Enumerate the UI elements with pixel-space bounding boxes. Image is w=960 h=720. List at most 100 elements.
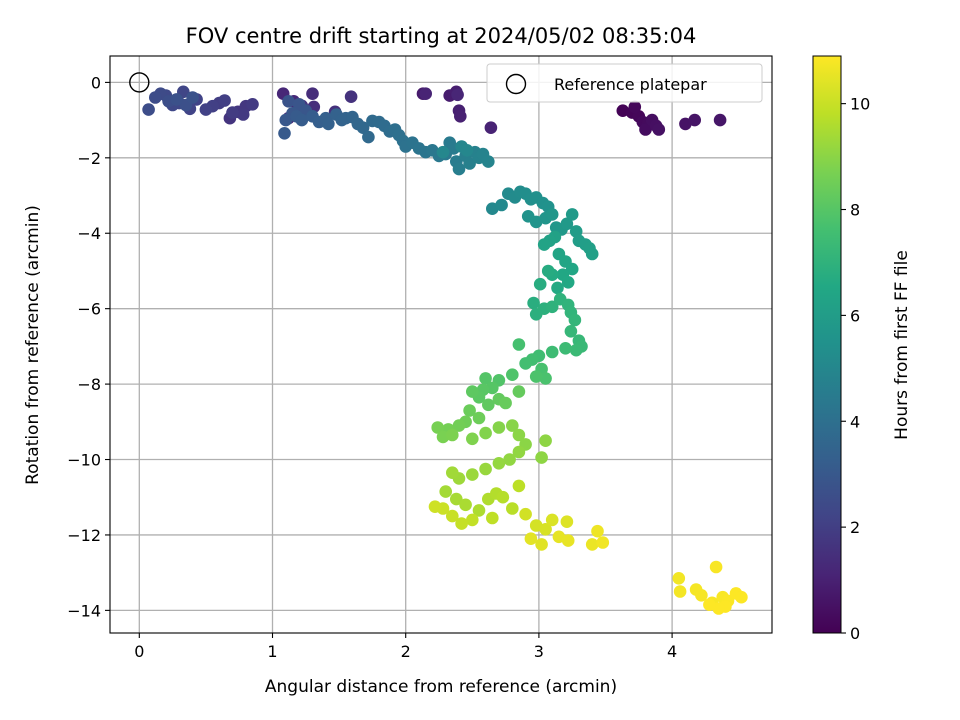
data-point	[322, 117, 335, 131]
data-point	[519, 357, 532, 370]
data-point	[482, 155, 495, 168]
y-tick-label: −4	[77, 224, 101, 243]
legend-reference-marker	[505, 73, 527, 95]
data-point	[585, 538, 599, 551]
data-point	[479, 426, 492, 440]
data-point	[545, 300, 559, 314]
plot-frame	[109, 55, 773, 634]
y-tick-label: 0	[91, 73, 101, 92]
y-tick-label: −2	[77, 149, 101, 168]
colorbar-label: Hours from first FF file	[892, 250, 912, 440]
y-tick-label: −10	[67, 451, 101, 470]
data-point	[463, 157, 476, 170]
colorbar-tick-label: 2	[850, 518, 860, 537]
data-point	[439, 485, 453, 498]
data-point	[436, 145, 450, 159]
data-point	[506, 419, 519, 432]
x-axis-label: Angular distance from reference (arcmin)	[265, 677, 617, 697]
colorbar-tick-label: 8	[850, 201, 860, 220]
data-point	[539, 372, 552, 385]
y-tick-label: −12	[67, 526, 101, 545]
data-point	[278, 127, 291, 140]
data-point	[428, 500, 442, 513]
data-point	[452, 419, 466, 432]
data-point	[455, 517, 468, 530]
data-point	[560, 515, 574, 528]
data-point	[568, 313, 582, 327]
data-point	[499, 396, 512, 410]
data-point	[672, 572, 686, 585]
data-point	[535, 538, 548, 551]
legend-label-reference: Reference platepar	[554, 75, 707, 94]
data-point	[565, 208, 579, 221]
data-point	[703, 598, 716, 611]
data-point	[569, 343, 583, 357]
data-point	[535, 451, 548, 464]
data-point	[459, 498, 472, 512]
reference-marker	[129, 72, 150, 93]
colorbar-tick-label: 4	[850, 412, 860, 431]
data-point	[673, 585, 687, 598]
data-point	[492, 457, 506, 470]
data-point	[564, 325, 578, 338]
data-point	[551, 281, 564, 295]
data-point	[460, 144, 474, 157]
y-axis-label: Rotation from reference (arcmin)	[23, 205, 43, 485]
data-point	[560, 217, 574, 231]
data-point	[186, 91, 199, 104]
data-point	[539, 523, 552, 536]
y-axis-ticks: 0 −2 −4 −6 −8 −10 −12 −14	[67, 73, 110, 620]
x-tick-label: 0	[134, 642, 144, 661]
y-tick-label: −8	[77, 375, 101, 394]
colorbar-gradient	[812, 55, 842, 634]
data-point	[466, 432, 479, 446]
chart-title: FOV centre drift starting at 2024/05/02 …	[186, 24, 697, 48]
data-point	[512, 479, 526, 493]
data-point	[246, 98, 259, 111]
data-point	[306, 87, 319, 100]
x-tick-label: 4	[667, 642, 677, 661]
data-point	[506, 368, 519, 382]
data-point	[506, 502, 519, 515]
data-point	[713, 113, 727, 127]
data-point	[527, 296, 540, 310]
data-point	[539, 434, 552, 448]
data-point	[218, 94, 231, 107]
colorbar-tick-label: 6	[850, 306, 860, 325]
data-point	[282, 95, 295, 108]
data-point	[545, 208, 559, 221]
data-point	[482, 398, 495, 412]
data-point	[199, 103, 213, 116]
data-point	[596, 536, 610, 549]
data-point	[529, 370, 543, 383]
data-point	[709, 560, 723, 574]
x-axis-ticks: 0 1 2 3 4	[134, 633, 677, 661]
data-point	[279, 113, 293, 127]
data-point	[484, 121, 498, 134]
data-point	[450, 492, 463, 506]
data-point	[541, 264, 555, 278]
data-point	[486, 511, 499, 525]
data-point	[688, 113, 701, 127]
scatter-points	[142, 85, 748, 615]
x-tick-label: 2	[401, 642, 411, 661]
data-point	[344, 90, 358, 103]
legend: Reference platepar	[486, 63, 763, 103]
data-point	[496, 490, 510, 504]
data-point	[591, 524, 604, 538]
data-point	[170, 93, 183, 106]
x-tick-label: 1	[267, 642, 277, 661]
y-tick-label: −14	[67, 601, 101, 620]
grid	[110, 56, 772, 633]
data-point	[431, 421, 445, 434]
data-point	[463, 404, 476, 417]
data-point	[561, 534, 575, 547]
data-point	[639, 123, 652, 136]
data-point	[226, 106, 239, 119]
data-point	[735, 590, 748, 604]
data-point	[446, 509, 459, 523]
data-point	[559, 342, 572, 355]
data-point	[512, 385, 526, 398]
data-point	[466, 385, 479, 398]
